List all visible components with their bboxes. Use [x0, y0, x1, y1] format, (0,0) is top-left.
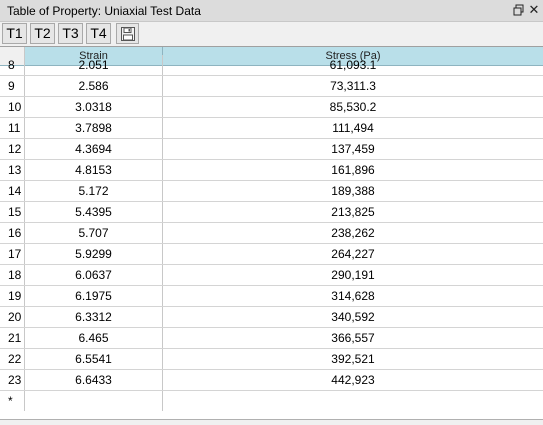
new-row-strain-cell[interactable]	[25, 391, 163, 411]
table-row[interactable]: 17 5.9299 264,227	[0, 244, 543, 265]
strain-cell[interactable]: 6.0637	[25, 265, 163, 285]
strain-cell[interactable]: 6.465	[25, 328, 163, 348]
strain-cell[interactable]: 3.7898	[25, 118, 163, 138]
stress-cell[interactable]: 213,825	[331, 205, 375, 219]
column-header-stress[interactable]: Stress (Pa)	[163, 47, 543, 66]
strain-cell[interactable]: 5.9299	[25, 244, 163, 264]
row-index[interactable]: 23	[0, 370, 25, 390]
row-index[interactable]: 8	[0, 55, 25, 75]
table-row[interactable]: 22 6.5541 392,521	[0, 349, 543, 370]
strain-cell[interactable]: 3.0318	[25, 97, 163, 117]
floppy-disk-icon	[120, 27, 136, 45]
row-index[interactable]: 13	[0, 160, 25, 180]
strain-cell[interactable]: 6.3312	[25, 307, 163, 327]
table-row[interactable]: 18 6.0637 290,191	[0, 265, 543, 286]
row-index[interactable]: 12	[0, 139, 25, 159]
close-icon[interactable]: ✕	[528, 2, 540, 17]
table-row[interactable]: 9 2.586 73,311.3	[0, 76, 543, 97]
row-index[interactable]: 10	[0, 97, 25, 117]
strain-cell[interactable]: 5.707	[25, 223, 163, 243]
strain-cell[interactable]: 4.3694	[25, 139, 163, 159]
stress-cell[interactable]: 137,459	[331, 142, 375, 156]
strain-cell[interactable]: 5.4395	[25, 202, 163, 222]
stress-cell[interactable]: 189,388	[331, 184, 375, 198]
row-index[interactable]: 9	[0, 76, 25, 96]
t3-button[interactable]: T3	[58, 23, 83, 44]
strain-cell[interactable]: 6.6433	[25, 370, 163, 390]
row-index[interactable]: 21	[0, 328, 25, 348]
row-index[interactable]: 17	[0, 244, 25, 264]
stress-cell[interactable]: 290,191	[331, 268, 375, 282]
data-table: Strain Stress (Pa) 8 2.051 61,093.1 9 2.586 7…	[0, 46, 543, 420]
table-row[interactable]: 10 3.0318 85,530.2	[0, 97, 543, 118]
strain-cell[interactable]: 6.1975	[25, 286, 163, 306]
table-row[interactable]: 23 6.6433 442,923	[0, 370, 543, 391]
new-row-stress-cell[interactable]	[163, 391, 543, 411]
stress-cell[interactable]: 340,592	[331, 310, 375, 324]
stress-cell[interactable]: 314,628	[331, 289, 375, 303]
stress-cell[interactable]: 366,557	[331, 331, 375, 345]
table-row[interactable]: 14 5.172 189,388	[0, 181, 543, 202]
table-row[interactable]: 15 5.4395 213,825	[0, 202, 543, 223]
stress-cell[interactable]: 111,494	[332, 121, 374, 135]
t1-button[interactable]: T1	[2, 23, 27, 44]
stress-cell[interactable]: 264,227	[331, 247, 375, 261]
stress-cell[interactable]: 392,521	[331, 352, 375, 366]
strain-cell[interactable]: 5.172	[25, 181, 163, 201]
title-bar: Table of Property: Uniaxial Test Data ✕	[0, 0, 543, 22]
row-index[interactable]: 11	[0, 118, 25, 138]
save-button[interactable]	[116, 23, 139, 44]
toolbar: T1 T2 T3 T4	[0, 22, 543, 46]
strain-cell[interactable]: 2.051	[25, 55, 163, 75]
table-row[interactable]: 21 6.465 366,557	[0, 328, 543, 349]
row-index[interactable]: 14	[0, 181, 25, 201]
row-index[interactable]: 15	[0, 202, 25, 222]
row-index[interactable]: 20	[0, 307, 25, 327]
strain-cell[interactable]: 2.586	[25, 76, 163, 96]
table-row[interactable]: 8 2.051 61,093.1	[0, 55, 543, 76]
table-row[interactable]: 20 6.3312 340,592	[0, 307, 543, 328]
table-row[interactable]: 16 5.707 238,262	[0, 223, 543, 244]
stress-cell[interactable]: 61,093.1	[329, 58, 377, 72]
stress-cell[interactable]: 442,923	[331, 373, 375, 387]
table-row[interactable]: 11 3.7898 111,494	[0, 118, 543, 139]
t2-button[interactable]: T2	[30, 23, 55, 44]
new-row[interactable]: *	[0, 391, 543, 412]
t4-button[interactable]: T4	[86, 23, 111, 44]
stress-cell[interactable]: 85,530.2	[329, 100, 377, 114]
window-title: Table of Property: Uniaxial Test Data	[7, 4, 201, 18]
strain-cell[interactable]: 4.8153	[25, 160, 163, 180]
stress-cell[interactable]: 73,311.3	[330, 79, 376, 93]
row-index[interactable]: 18	[0, 265, 25, 285]
strain-cell[interactable]: 6.5541	[25, 349, 163, 369]
row-index[interactable]: 16	[0, 223, 25, 243]
row-index[interactable]: 19	[0, 286, 25, 306]
table-row[interactable]: 13 4.8153 161,896	[0, 160, 543, 181]
table-row[interactable]: 19 6.1975 314,628	[0, 286, 543, 307]
new-row-marker: *	[0, 391, 25, 411]
stress-cell[interactable]: 161,896	[331, 163, 375, 177]
restore-icon[interactable]	[512, 3, 526, 17]
stress-cell[interactable]: 238,262	[331, 226, 375, 240]
row-index[interactable]: 22	[0, 349, 25, 369]
table-row[interactable]: 12 4.3694 137,459	[0, 139, 543, 160]
